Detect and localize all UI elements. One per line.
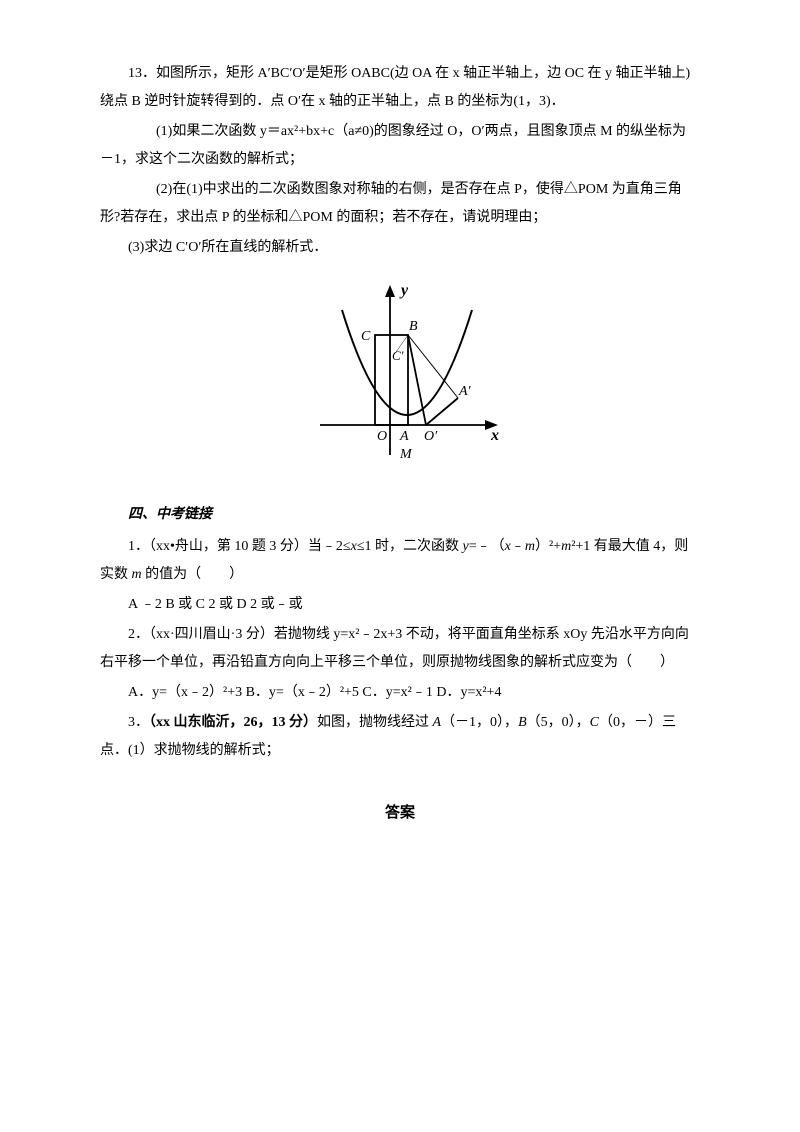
q3-C: C [590, 715, 599, 730]
C-prime-label: C′ [392, 348, 404, 363]
q1-mid2: =﹣（ [469, 539, 505, 554]
q1-mid: ≤1 时，二次函数 [357, 539, 463, 554]
q3-mid: 如图，抛物线经过 [317, 715, 433, 730]
q1-mid3: ﹣ [511, 539, 525, 554]
B-label: B [409, 319, 418, 334]
q1-var5: m [561, 539, 571, 554]
O-prime-label: O′ [424, 429, 438, 444]
q13-p3-line1: (2)在(1)中求出的二次函数图象对称轴的右侧，是否存在点 P，使得△POM 为… [100, 176, 700, 232]
q3-coordA: （－1，0）， [441, 715, 518, 730]
q1-var4: m [525, 539, 535, 554]
q3-B: B [518, 715, 527, 730]
q13-p1: 13．如图所示，矩形 A′BC′O′是矩形 OABC(边 OA 在 x 轴正半轴… [100, 60, 700, 116]
q3-A: A [433, 715, 442, 730]
q1-pre: 1．（xx•舟山，第 10 题 3 分）当﹣2≤ [128, 539, 351, 554]
q13-p4: (3)求边 C′O′所在直线的解析式． [100, 234, 700, 262]
q2-options: A．y=（x﹣2）²+3 B．y=（x﹣2）²+5 C．y=x²﹣1 D．y=x… [100, 679, 700, 707]
C-label: C [361, 329, 371, 344]
A-label: A [399, 429, 409, 444]
figure-container: y x O A B C C′ A′ O′ M [100, 280, 700, 475]
y-axis-label: y [399, 282, 409, 299]
q13-p2: (1)如果二次函数 y＝ax²+bx+c（a≠0)的图象经过 O，O′两点，且图… [100, 118, 700, 174]
q1-var6: m [132, 567, 142, 582]
q3-stem: 3．（xx 山东临沂，26，13 分）如图，抛物线经过 A（－1，0），B（5，… [100, 709, 700, 765]
graph-figure: y x O A B C C′ A′ O′ M [295, 280, 505, 470]
q1-mid4: ）²+ [535, 539, 561, 554]
answers-header: 答案 [100, 801, 700, 822]
q1-end: 的值为（ ） [142, 567, 244, 582]
q3-bold: （xx 山东临沂，26，13 分） [149, 715, 317, 730]
O-label: O [377, 429, 387, 444]
M-label: M [399, 447, 413, 462]
q13-p3-text: (2)在(1)中求出的二次函数图象对称轴的右侧，是否存在点 P，使得△POM 为… [100, 182, 682, 225]
q2-stem: 2．（xx·四川眉山·3 分）若抛物线 y=x²﹣2x+3 不动，将平面直角坐标… [100, 621, 700, 677]
A-prime-label: A′ [458, 384, 472, 399]
q3-coordB: （5，0）， [527, 715, 590, 730]
x-axis-label: x [490, 427, 499, 444]
section-4-header: 四、中考链接 [100, 503, 700, 523]
q1-options: A ﹣2 B 或 C 2 或 D 2 或﹣或 [100, 591, 700, 619]
q1-stem: 1．（xx•舟山，第 10 题 3 分）当﹣2≤x≤1 时，二次函数 y=﹣（x… [100, 533, 700, 589]
q3-pre: 3． [128, 715, 149, 730]
